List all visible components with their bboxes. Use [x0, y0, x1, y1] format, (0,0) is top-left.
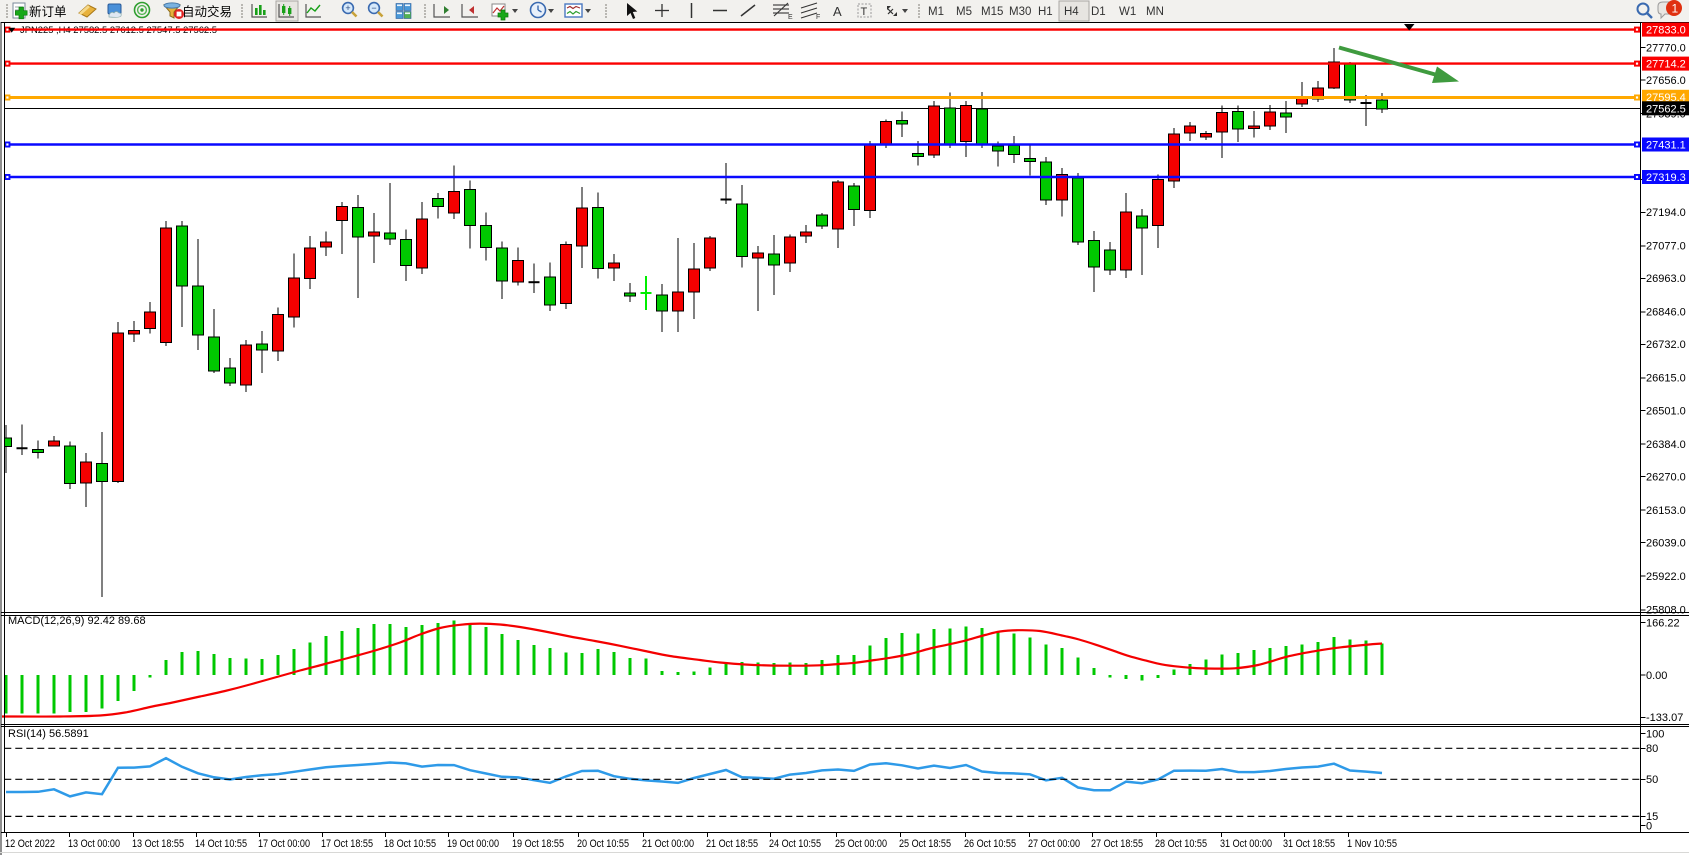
- svg-text:W1: W1: [1119, 6, 1136, 18]
- svg-text:MN: MN: [1146, 6, 1164, 18]
- svg-text:26384.0: 26384.0: [1646, 439, 1686, 451]
- svg-text:0.00: 0.00: [1646, 670, 1667, 682]
- svg-text:M15: M15: [981, 6, 1003, 18]
- svg-text:D1: D1: [1091, 6, 1106, 18]
- svg-text:26963.0: 26963.0: [1646, 273, 1686, 285]
- svg-text:12 Oct 2022: 12 Oct 2022: [5, 838, 55, 850]
- svg-text:80: 80: [1646, 743, 1658, 755]
- svg-text:25 Oct 18:55: 25 Oct 18:55: [899, 838, 951, 850]
- svg-text:M5: M5: [956, 6, 972, 18]
- svg-text:+: +: [345, 3, 350, 13]
- svg-text:26615.0: 26615.0: [1646, 373, 1686, 385]
- svg-text:27431.1: 27431.1: [1646, 140, 1686, 152]
- svg-text:自动交易: 自动交易: [182, 4, 232, 19]
- svg-text:26 Oct 10:55: 26 Oct 10:55: [964, 838, 1016, 850]
- svg-text:27833.0: 27833.0: [1646, 25, 1686, 37]
- svg-text:−: −: [371, 3, 376, 13]
- svg-text:28 Oct 10:55: 28 Oct 10:55: [1155, 838, 1207, 850]
- svg-text:27656.0: 27656.0: [1646, 75, 1686, 87]
- svg-text:15: 15: [1646, 811, 1658, 823]
- svg-text:27 Oct 18:55: 27 Oct 18:55: [1091, 838, 1143, 850]
- svg-text:27770.0: 27770.0: [1646, 42, 1686, 54]
- svg-text:166.22: 166.22: [1646, 617, 1680, 629]
- svg-text:17 Oct 00:00: 17 Oct 00:00: [258, 838, 310, 850]
- svg-text:H1: H1: [1038, 6, 1053, 18]
- svg-text:27194.0: 27194.0: [1646, 207, 1686, 219]
- svg-text:100: 100: [1646, 729, 1664, 741]
- svg-text:MACD(12,26,9) 92.42 89.68: MACD(12,26,9) 92.42 89.68: [8, 615, 146, 627]
- svg-text:0: 0: [1646, 820, 1652, 832]
- svg-text:21 Oct 00:00: 21 Oct 00:00: [642, 838, 694, 850]
- svg-text:31 Oct 18:55: 31 Oct 18:55: [1283, 838, 1335, 850]
- svg-text:14 Oct 10:55: 14 Oct 10:55: [195, 838, 247, 850]
- svg-text:26846.0: 26846.0: [1646, 307, 1686, 319]
- svg-text:13 Oct 00:00: 13 Oct 00:00: [68, 838, 120, 850]
- svg-text:50: 50: [1646, 774, 1658, 786]
- svg-text:26501.0: 26501.0: [1646, 405, 1686, 417]
- svg-text:26270.0: 26270.0: [1646, 471, 1686, 483]
- svg-text:19 Oct 00:00: 19 Oct 00:00: [447, 838, 499, 850]
- svg-text:26153.0: 26153.0: [1646, 505, 1686, 517]
- svg-text:25 Oct 00:00: 25 Oct 00:00: [835, 838, 887, 850]
- svg-text:1 Nov 10:55: 1 Nov 10:55: [1347, 838, 1397, 850]
- svg-text:新订单: 新订单: [29, 4, 67, 19]
- svg-text:A: A: [833, 4, 842, 19]
- svg-text:RSI(14) 56.5891: RSI(14) 56.5891: [8, 728, 89, 740]
- svg-text:17 Oct 18:55: 17 Oct 18:55: [321, 838, 373, 850]
- svg-text:M30: M30: [1009, 6, 1031, 18]
- svg-text:26039.0: 26039.0: [1646, 537, 1686, 549]
- svg-text:27 Oct 00:00: 27 Oct 00:00: [1028, 838, 1080, 850]
- svg-text:T: T: [861, 6, 868, 18]
- svg-text:-133.07: -133.07: [1646, 712, 1683, 724]
- svg-text:21 Oct 18:55: 21 Oct 18:55: [706, 838, 758, 850]
- svg-text:27077.0: 27077.0: [1646, 241, 1686, 253]
- svg-text:E: E: [788, 14, 793, 21]
- svg-text:27319.3: 27319.3: [1646, 172, 1686, 184]
- svg-text:26732.0: 26732.0: [1646, 339, 1686, 351]
- svg-text:1: 1: [1672, 2, 1679, 16]
- svg-text:F: F: [816, 14, 820, 21]
- svg-text:27714.2: 27714.2: [1646, 59, 1686, 71]
- svg-text:18 Oct 10:55: 18 Oct 10:55: [384, 838, 436, 850]
- svg-text:13 Oct 18:55: 13 Oct 18:55: [132, 838, 184, 850]
- svg-text:27595.4: 27595.4: [1646, 92, 1686, 104]
- svg-text:25808.0: 25808.0: [1646, 605, 1686, 617]
- svg-text:24 Oct 10:55: 24 Oct 10:55: [769, 838, 821, 850]
- svg-text:20 Oct 10:55: 20 Oct 10:55: [577, 838, 629, 850]
- svg-text:27562.5: 27562.5: [1646, 103, 1686, 115]
- svg-text:19 Oct 18:55: 19 Oct 18:55: [512, 838, 564, 850]
- svg-text:25922.0: 25922.0: [1646, 571, 1686, 583]
- svg-text:H4: H4: [1064, 6, 1079, 18]
- svg-text:M1: M1: [928, 6, 944, 18]
- svg-text:31 Oct 00:00: 31 Oct 00:00: [1220, 838, 1272, 850]
